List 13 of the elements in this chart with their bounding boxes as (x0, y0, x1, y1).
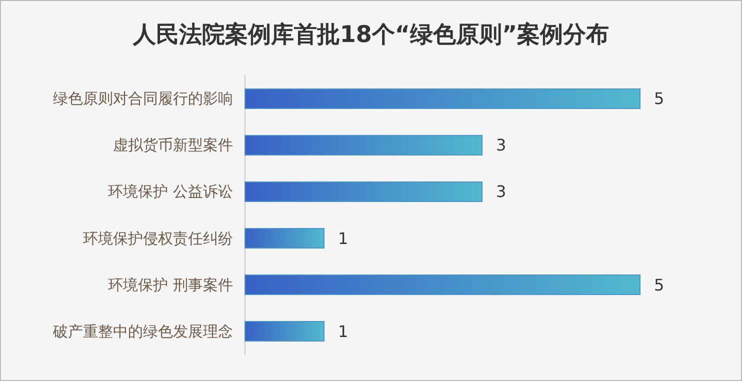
y-tick-label: 破产重整中的绿色发展理念 (52, 322, 233, 340)
data-label: 3 (496, 182, 506, 202)
y-tick-label: 环境保护侵权责任纠纷 (83, 229, 233, 248)
data-label: 1 (338, 228, 348, 248)
data-label: 3 (496, 136, 506, 155)
chart-title: 人民法院案例库首批18个“绿色原则”案例分布 (132, 21, 610, 48)
y-tick-label: 环境保护 刑事案件 (108, 276, 233, 294)
y-tick-label: 虚拟货币新型案件 (113, 136, 233, 154)
data-label: 5 (654, 89, 664, 108)
data-label: 5 (654, 275, 664, 294)
y-tick-label: 绿色原则对合同履行的影响 (53, 90, 233, 108)
y-tick-label: 环境保护 公益诉讼 (108, 182, 233, 201)
data-label: 1 (338, 322, 348, 341)
